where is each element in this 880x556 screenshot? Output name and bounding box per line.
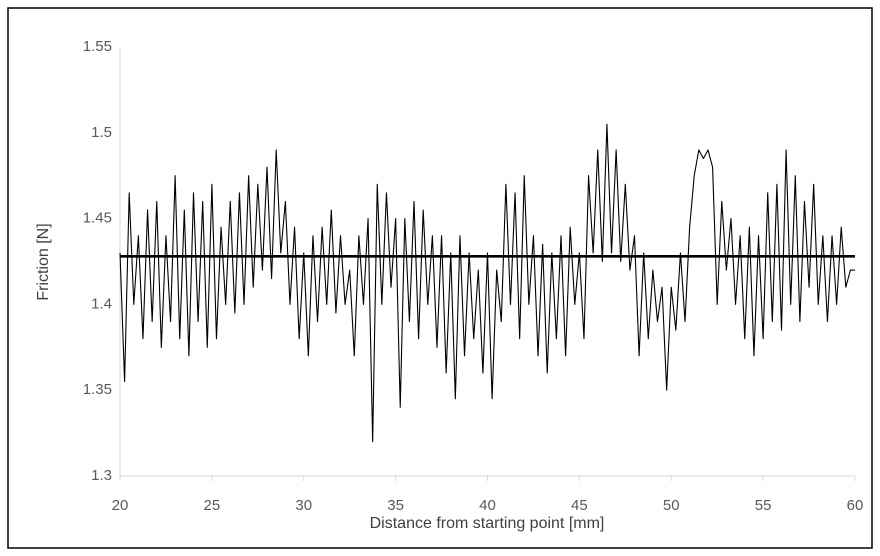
x-tick-label: 40: [479, 497, 496, 514]
x-tick-label: 35: [387, 497, 404, 514]
y-tick-label: 1.4: [91, 295, 112, 312]
x-axis-title: Distance from starting point [mm]: [370, 515, 605, 532]
x-tick-label: 30: [295, 497, 312, 514]
y-axis-title: Friction [N]: [35, 223, 52, 300]
x-tick-label: 50: [663, 497, 680, 514]
x-tick-label: 45: [571, 497, 588, 514]
y-tick-label: 1.45: [83, 210, 112, 227]
data-line: [119, 123, 855, 443]
x-tick-label: 55: [755, 497, 772, 514]
y-tick-label: 1.3: [91, 467, 112, 484]
y-tick-label: 1.55: [83, 38, 112, 55]
x-tick-label: 20: [112, 497, 129, 514]
y-tick-label: 1.35: [83, 381, 112, 398]
y-tick-label: 1.5: [91, 124, 112, 141]
x-tick-label: 25: [204, 497, 221, 514]
x-tick-label: 60: [847, 497, 864, 514]
